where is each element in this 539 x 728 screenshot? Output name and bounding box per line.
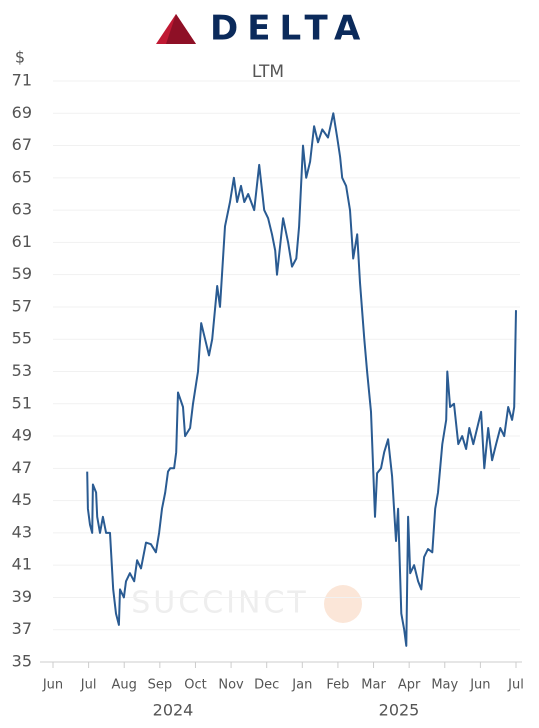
year-label: 2024 xyxy=(153,701,194,720)
chart-subtitle: LTM xyxy=(252,62,284,82)
logo-text: DELTA xyxy=(210,9,369,49)
y-tick-label: 71 xyxy=(12,71,32,90)
y-tick-label: 53 xyxy=(12,361,32,380)
x-tick-label: Mar xyxy=(361,678,386,693)
x-tick-label: Feb xyxy=(326,678,349,693)
year-label: 2025 xyxy=(379,701,420,720)
y-tick-label: 41 xyxy=(12,555,32,574)
x-tick-label: Nov xyxy=(218,678,244,693)
x-tick-label: Aug xyxy=(112,678,137,693)
logo-mark-shade xyxy=(166,14,196,44)
y-tick-label: 59 xyxy=(12,264,32,283)
y-tick-label: 37 xyxy=(12,619,32,638)
y-tick-label: 45 xyxy=(12,490,32,509)
y-tick-label: 61 xyxy=(12,232,32,251)
y-tick-label: 57 xyxy=(12,296,32,315)
y-tick-label: 65 xyxy=(12,167,32,186)
x-tick-label: Apr xyxy=(398,678,421,693)
price-line xyxy=(86,112,517,647)
x-tick-label: Jun xyxy=(469,678,490,693)
watermark: SUCCINCT xyxy=(131,586,308,621)
y-tick-label: 47 xyxy=(12,458,32,477)
y-axis-label: $ xyxy=(15,48,25,67)
x-tick-label: May xyxy=(431,678,458,693)
x-tick-label: Oct xyxy=(184,678,206,693)
watermark-icon xyxy=(324,585,362,623)
x-tick-label: Jan xyxy=(291,678,312,693)
y-tick-label: 43 xyxy=(12,522,32,541)
x-tick-label: Jul xyxy=(80,678,97,693)
y-tick-label: 69 xyxy=(12,103,32,122)
y-tick-label: 49 xyxy=(12,426,32,445)
x-tick-label: Jun xyxy=(42,678,63,693)
x-tick-label: Jul xyxy=(507,678,524,693)
y-tick-label: 51 xyxy=(12,393,32,412)
y-tick-label: 63 xyxy=(12,200,32,219)
y-tick-label: 55 xyxy=(12,329,32,348)
x-tick-label: Dec xyxy=(254,678,279,693)
y-tick-label: 35 xyxy=(12,652,32,671)
y-tick-label: 39 xyxy=(12,587,32,606)
y-tick-label: 67 xyxy=(12,135,32,154)
x-tick-label: Sep xyxy=(148,678,173,693)
